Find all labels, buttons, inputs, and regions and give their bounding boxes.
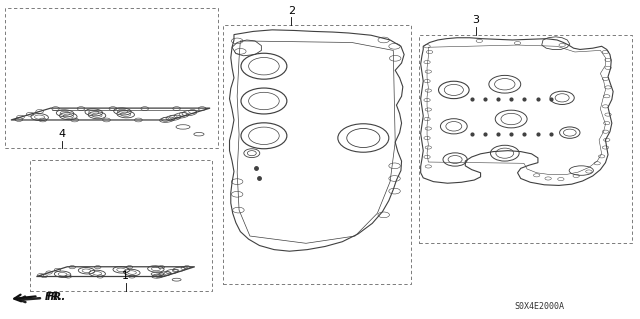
Text: 1: 1 — [122, 271, 129, 281]
Text: 2: 2 — [288, 6, 295, 16]
Bar — [223, 25, 411, 285]
Bar — [419, 34, 632, 243]
Text: FR.: FR. — [45, 292, 63, 302]
Bar — [30, 160, 212, 291]
Text: 3: 3 — [472, 15, 479, 25]
Text: S0X4E2000A: S0X4E2000A — [515, 302, 565, 311]
Text: 4: 4 — [58, 129, 65, 139]
Bar — [4, 8, 218, 148]
Text: FR.: FR. — [47, 293, 67, 302]
